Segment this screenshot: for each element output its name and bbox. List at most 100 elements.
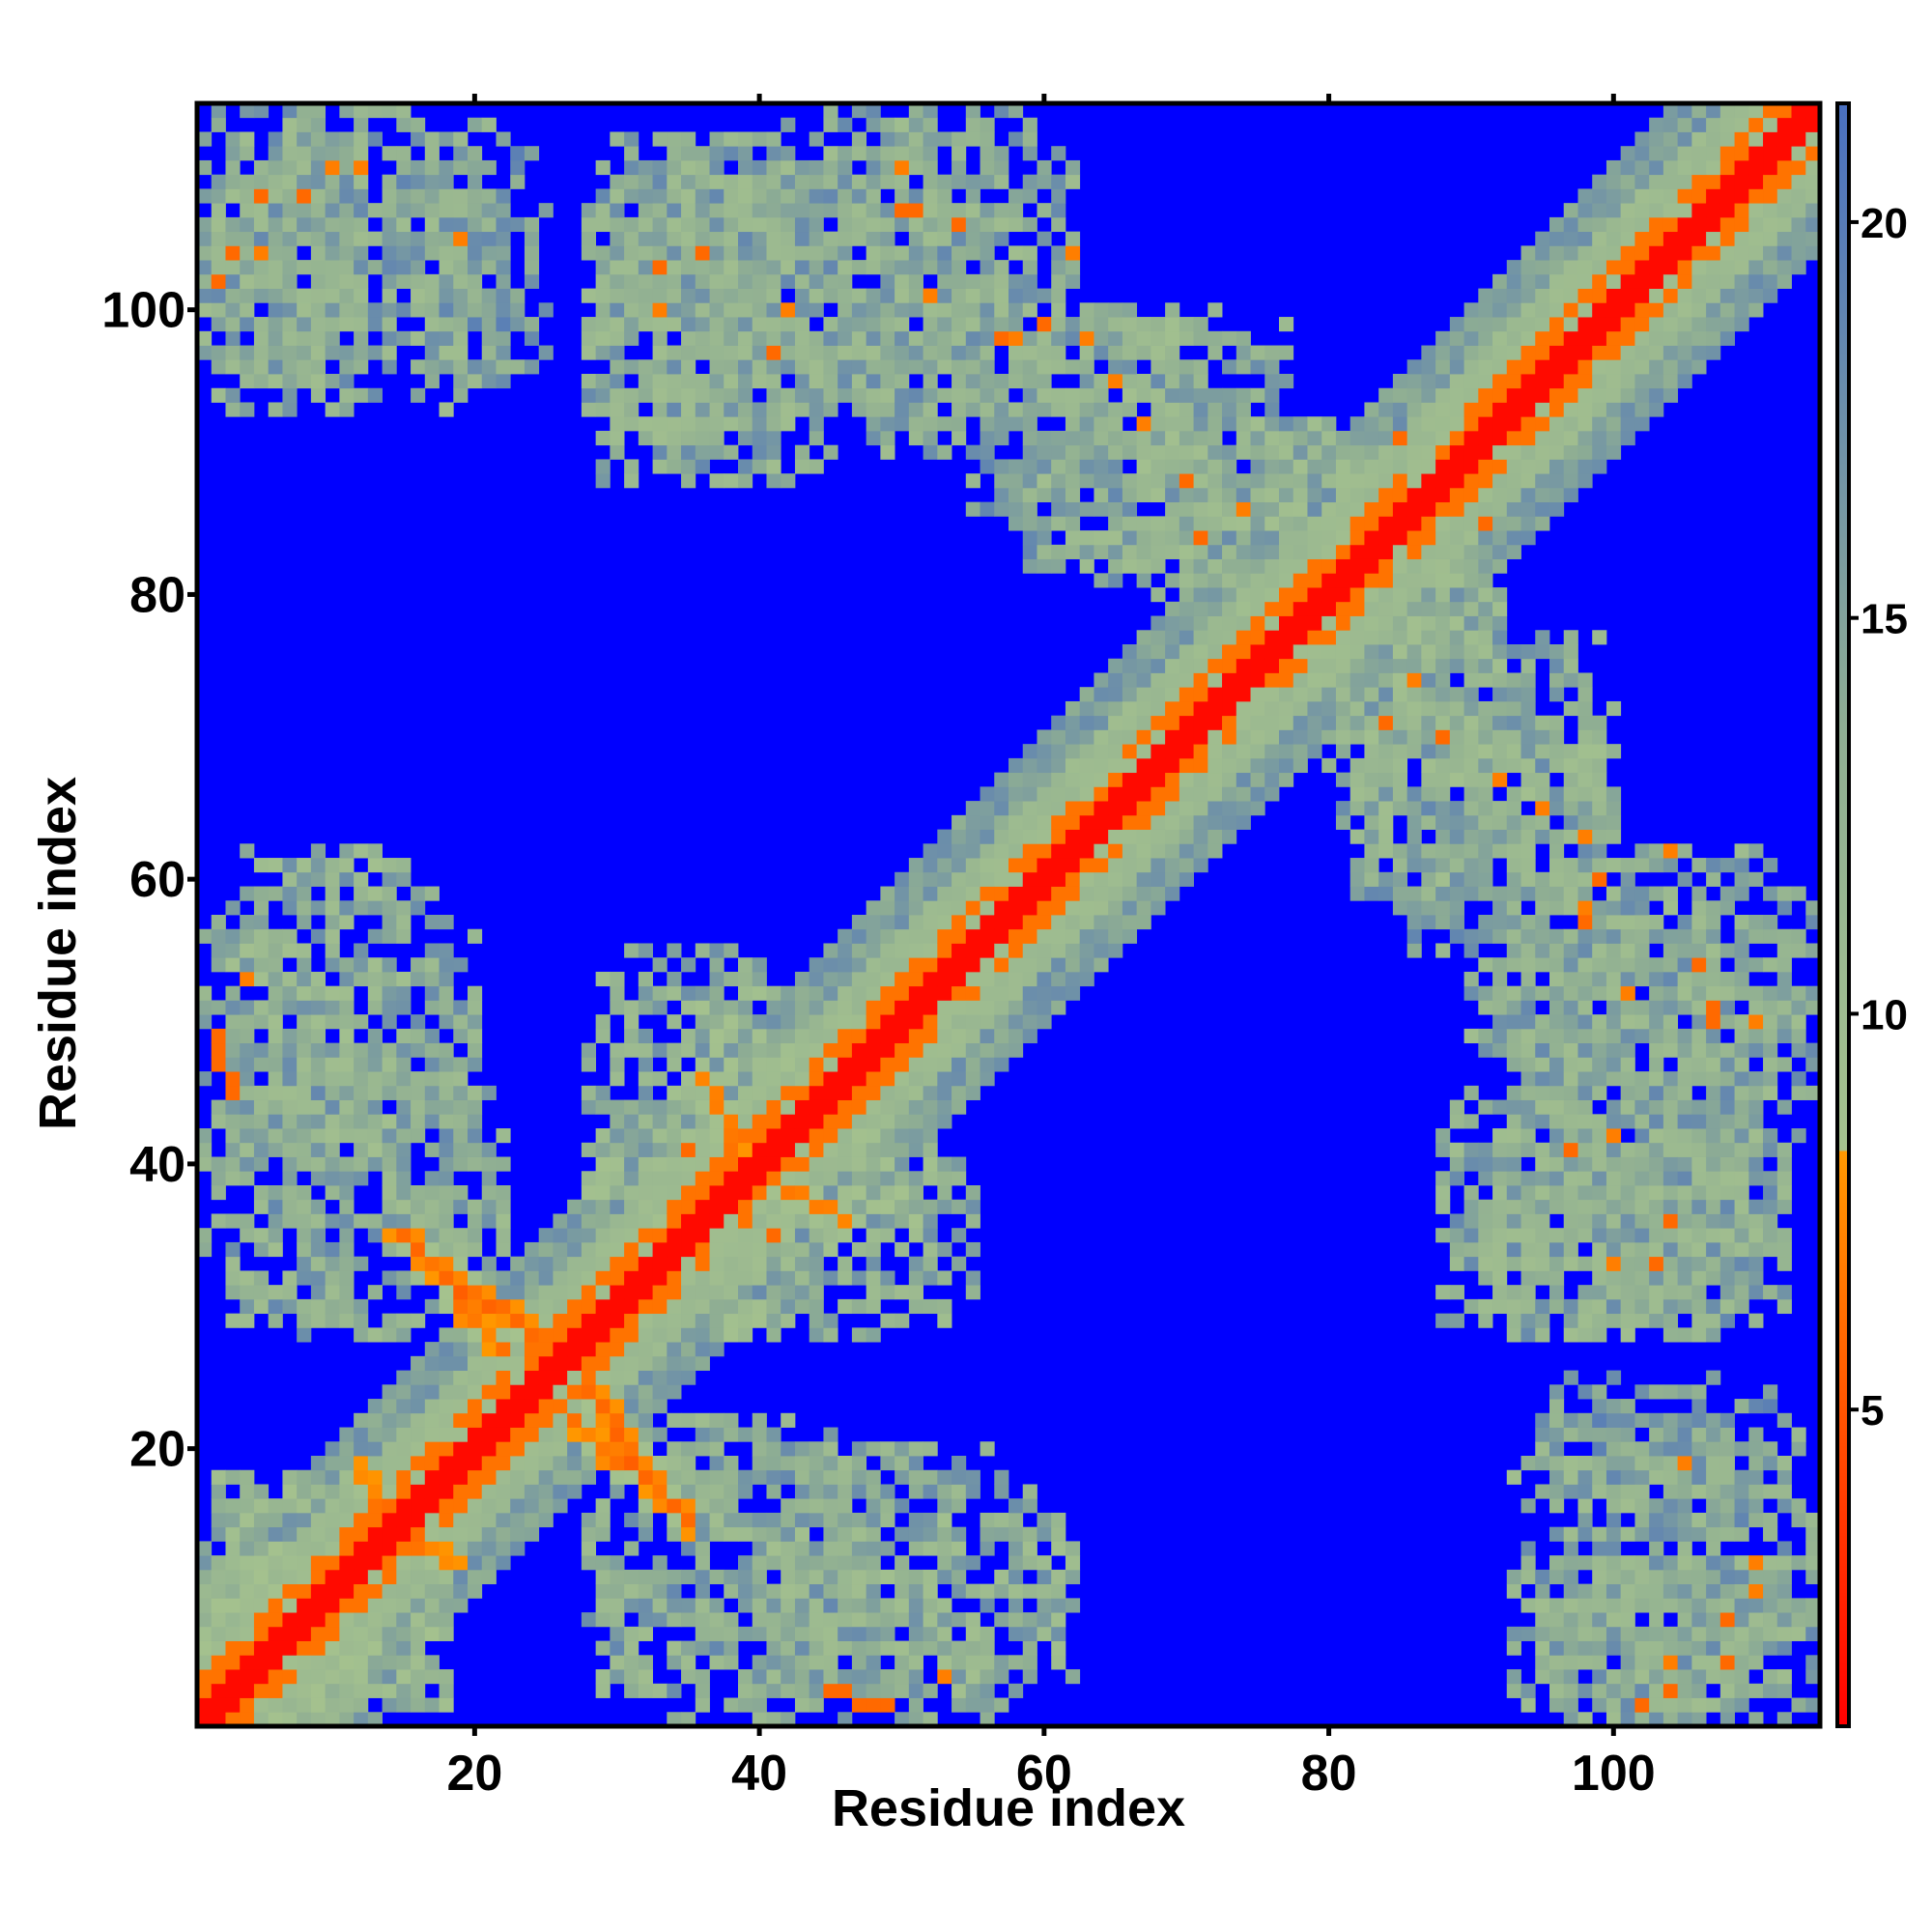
heatmap-cell: [1222, 814, 1237, 830]
heatmap-cell: [652, 1583, 668, 1599]
heatmap-cell: [282, 317, 298, 332]
heatmap-cell: [424, 1626, 440, 1641]
heatmap-cell: [1279, 444, 1294, 460]
heatmap-cell: [965, 971, 980, 987]
heatmap-cell: [1051, 1598, 1066, 1613]
heatmap-cell: [1222, 744, 1237, 759]
heatmap-cell: [880, 273, 895, 289]
heatmap-cell: [724, 273, 739, 289]
heatmap-cell: [524, 1412, 540, 1428]
heatmap-cell: [396, 1384, 412, 1400]
heatmap-cell: [396, 1228, 412, 1243]
heatmap-cell: [1094, 402, 1109, 417]
heatmap-cell: [766, 473, 781, 489]
heatmap-cell: [1350, 587, 1365, 603]
heatmap-cell: [1549, 1626, 1565, 1641]
heatmap-cell: [766, 1114, 781, 1129]
heatmap-cell: [411, 302, 426, 318]
heatmap-cell: [610, 330, 625, 346]
heatmap-cell: [994, 843, 1009, 859]
heatmap-cell: [411, 886, 426, 901]
heatmap-cell: [240, 103, 255, 119]
heatmap-cell: [610, 1156, 625, 1172]
heatmap-cell: [339, 858, 355, 873]
heatmap-cell: [838, 245, 853, 261]
heatmap-cell: [1449, 757, 1464, 774]
heatmap-cell: [439, 174, 454, 189]
heatmap-cell: [1122, 672, 1138, 688]
heatmap-cell: [1520, 1000, 1536, 1015]
heatmap-cell: [1293, 544, 1308, 559]
heatmap-cell: [923, 1142, 938, 1157]
heatmap-cell: [980, 985, 995, 1001]
heatmap-cell: [1009, 829, 1024, 844]
heatmap-cell: [1279, 501, 1294, 517]
heatmap-cell: [1492, 1142, 1508, 1157]
heatmap-cell: [838, 928, 853, 944]
heatmap-cell: [310, 1142, 327, 1157]
heatmap-cell: [851, 1598, 867, 1613]
heatmap-cell: [823, 1526, 838, 1542]
heatmap-cell: [952, 245, 967, 261]
heatmap-cells: [197, 103, 1821, 1727]
heatmap-cell: [1335, 672, 1351, 688]
heatmap-cell: [937, 359, 952, 375]
heatmap-cell: [880, 302, 895, 318]
heatmap-cell: [738, 1071, 753, 1087]
heatmap-cell: [1449, 772, 1464, 787]
heatmap-cell: [667, 1598, 682, 1613]
heatmap-cell: [638, 1042, 653, 1058]
heatmap-cell: [496, 1270, 511, 1286]
heatmap-cell: [453, 1185, 469, 1201]
heatmap-cell: [965, 117, 980, 132]
heatmap-cell: [1520, 1185, 1536, 1201]
heatmap-cell: [908, 1712, 923, 1727]
heatmap-cell: [1108, 871, 1123, 887]
heatmap-cell: [1151, 544, 1166, 559]
heatmap-cell: [225, 1270, 241, 1286]
heatmap-cell: [1406, 715, 1422, 730]
heatmap-cell: [766, 1213, 781, 1229]
heatmap-cell: [965, 1612, 980, 1628]
heatmap-cell: [681, 957, 696, 973]
heatmap-cell: [667, 430, 682, 446]
heatmap-cell: [766, 302, 781, 318]
heatmap-cell: [965, 231, 980, 246]
heatmap-cell: [638, 1469, 653, 1485]
heatmap-cell: [1492, 359, 1508, 375]
heatmap-cell: [538, 1327, 554, 1343]
heatmap-cell: [581, 1313, 597, 1328]
heatmap-cell: [524, 260, 540, 275]
heatmap-cell: [1378, 544, 1394, 559]
heatmap-cell: [1435, 473, 1451, 489]
heatmap-cell: [524, 231, 540, 246]
heatmap-cell: [1009, 786, 1024, 802]
heatmap-cell: [823, 1484, 838, 1499]
heatmap-cell: [667, 1085, 682, 1100]
heatmap-cell: [895, 1128, 910, 1144]
heatmap-cell: [610, 188, 625, 204]
heatmap-cell: [567, 1270, 582, 1286]
heatmap-cell: [1022, 1655, 1037, 1670]
heatmap-cell: [595, 330, 611, 346]
heatmap-cell: [1364, 700, 1379, 717]
heatmap-cell: [282, 971, 298, 987]
heatmap-cell: [1279, 672, 1294, 688]
heatmap-cell: [1364, 858, 1379, 873]
heatmap-cell: [1406, 573, 1422, 588]
heatmap-cell: [1165, 430, 1180, 446]
heatmap-cell: [310, 330, 327, 346]
heatmap-cell: [794, 1298, 810, 1315]
heatmap-cell: [424, 1185, 440, 1201]
heatmap-cell: [282, 359, 298, 375]
heatmap-cell: [310, 1469, 327, 1485]
heatmap-cell: [652, 245, 668, 261]
heatmap-cell: [1009, 985, 1024, 1001]
heatmap-cell: [1122, 744, 1138, 759]
heatmap-cell: [1022, 330, 1037, 346]
heatmap-cell: [994, 302, 1009, 318]
heatmap-cell: [268, 1085, 283, 1100]
heatmap-cell: [367, 1456, 383, 1471]
heatmap-cell: [310, 216, 327, 233]
heatmap-cell: [325, 1569, 340, 1585]
